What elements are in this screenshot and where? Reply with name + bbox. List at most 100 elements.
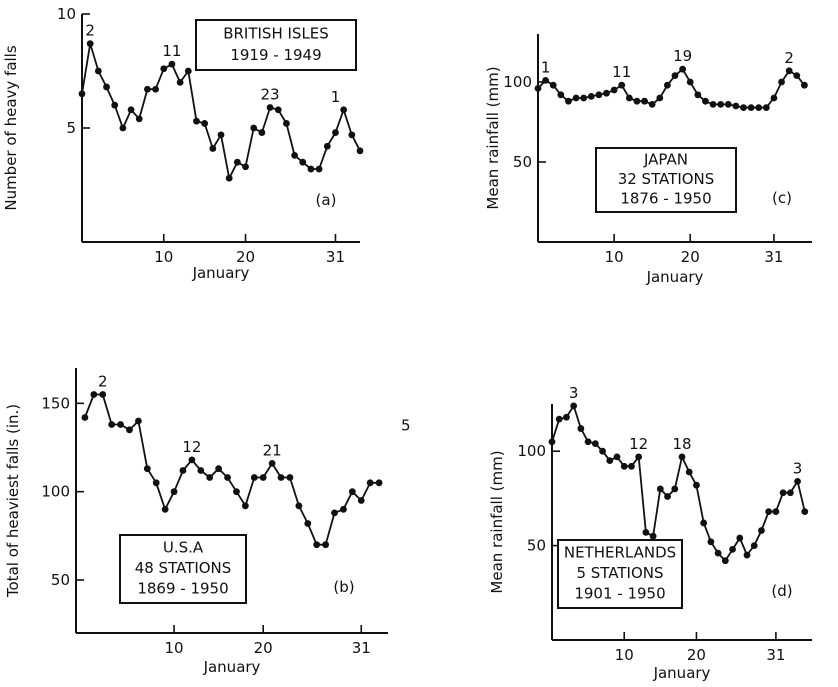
data-point: [201, 120, 209, 127]
data-point: [724, 101, 732, 108]
data-point: [628, 462, 635, 470]
info-box-line: U.S.A: [163, 539, 204, 557]
data-point: [563, 413, 570, 421]
y-axis-label: Total of heaviest falls (in.): [4, 404, 22, 598]
data-point: [779, 489, 787, 497]
y-tick-label: 50: [513, 153, 532, 171]
y-axis-label: Mean rainfall (mm): [488, 450, 506, 593]
data-point: [679, 65, 687, 73]
y-tick-label: 100: [503, 73, 532, 91]
info-box: [557, 539, 683, 609]
data-point: [348, 488, 356, 496]
data-point: [99, 391, 107, 398]
data-point: [160, 65, 168, 73]
data-point: [258, 129, 266, 136]
data-point: [144, 85, 151, 93]
data-point: [534, 85, 542, 92]
y-tick-label: 10: [57, 5, 76, 23]
data-point: [595, 91, 603, 99]
data-point: [111, 101, 119, 109]
data-point: [315, 165, 323, 173]
data-point: [747, 104, 755, 111]
data-point: [179, 467, 187, 474]
data-point: [565, 97, 572, 105]
data-point: [548, 438, 556, 446]
data-point: [224, 474, 231, 481]
data-point: [313, 541, 321, 549]
panel-label: (a): [316, 191, 337, 209]
series-line: [537, 68, 806, 109]
data-point: [242, 163, 249, 171]
x-tick-label: 31: [766, 646, 785, 664]
data-point: [678, 453, 686, 461]
data-point: [307, 165, 315, 173]
data-point: [778, 78, 785, 86]
data-point: [152, 85, 159, 93]
x-tick-label: 31: [764, 248, 783, 266]
y-tick-label: 50: [51, 571, 70, 589]
data-point: [700, 519, 708, 527]
data-point: [127, 106, 135, 114]
x-tick-label: 10: [165, 639, 184, 657]
data-point: [620, 462, 628, 470]
data-point: [366, 479, 374, 487]
data-point: [686, 78, 694, 86]
data-point: [736, 534, 744, 542]
x-axis-label: January: [192, 264, 250, 282]
data-point: [786, 489, 794, 497]
data-point: [707, 538, 715, 546]
peak-annotation: 5: [401, 417, 411, 435]
data-point: [357, 497, 365, 504]
data-point: [606, 457, 614, 465]
x-tick-label: 20: [236, 248, 255, 266]
panel-label: (b): [333, 578, 354, 596]
data-point: [323, 142, 331, 150]
peak-annotation: 12: [629, 435, 648, 453]
series-line: [84, 393, 380, 546]
data-point: [233, 488, 240, 496]
data-point: [785, 67, 793, 75]
x-tick-label: 20: [687, 646, 706, 664]
data-point: [671, 485, 679, 493]
info-box-line: 32 STATIONS: [618, 170, 715, 188]
data-point: [340, 106, 348, 114]
data-point: [283, 120, 290, 127]
data-point: [542, 77, 550, 84]
peak-annotation: 12: [182, 438, 201, 456]
panel-d: 50 100 10 20 31 January Mean rainfall (mm) 3 12 1…: [488, 384, 812, 682]
data-point: [268, 460, 276, 467]
info-box-line: 1901 - 1950: [574, 585, 665, 603]
data-point: [762, 104, 770, 111]
data-point: [241, 502, 249, 510]
data-point: [103, 83, 110, 91]
info-box-line: NETHERLANDS: [564, 544, 676, 562]
peak-annotation: 18: [672, 435, 691, 453]
y-tick-label: 100: [517, 442, 546, 460]
data-point: [755, 104, 763, 111]
x-axis-label: January: [646, 268, 704, 286]
data-point: [375, 479, 383, 487]
info-box-line: 5 STATIONS: [576, 564, 663, 582]
y-tick-label: 150: [41, 394, 70, 412]
data-point: [126, 426, 133, 434]
data-point: [770, 94, 778, 102]
x-axis-label: January: [203, 658, 261, 676]
data-point: [740, 104, 747, 111]
data-point: [772, 508, 780, 516]
data-point: [649, 532, 657, 540]
data-point: [331, 509, 338, 517]
data-point: [322, 541, 329, 549]
x-axis-label: January: [653, 664, 711, 682]
x-tick-label: 10: [605, 248, 624, 266]
peak-annotation: 19: [673, 47, 692, 65]
data-point: [580, 94, 588, 102]
data-point: [694, 91, 702, 99]
peak-annotation: 3: [569, 384, 579, 402]
panel-label: (d): [771, 582, 792, 600]
data-point: [714, 549, 722, 557]
data-point: [161, 505, 169, 513]
data-point: [584, 438, 592, 446]
data-point: [557, 91, 565, 99]
